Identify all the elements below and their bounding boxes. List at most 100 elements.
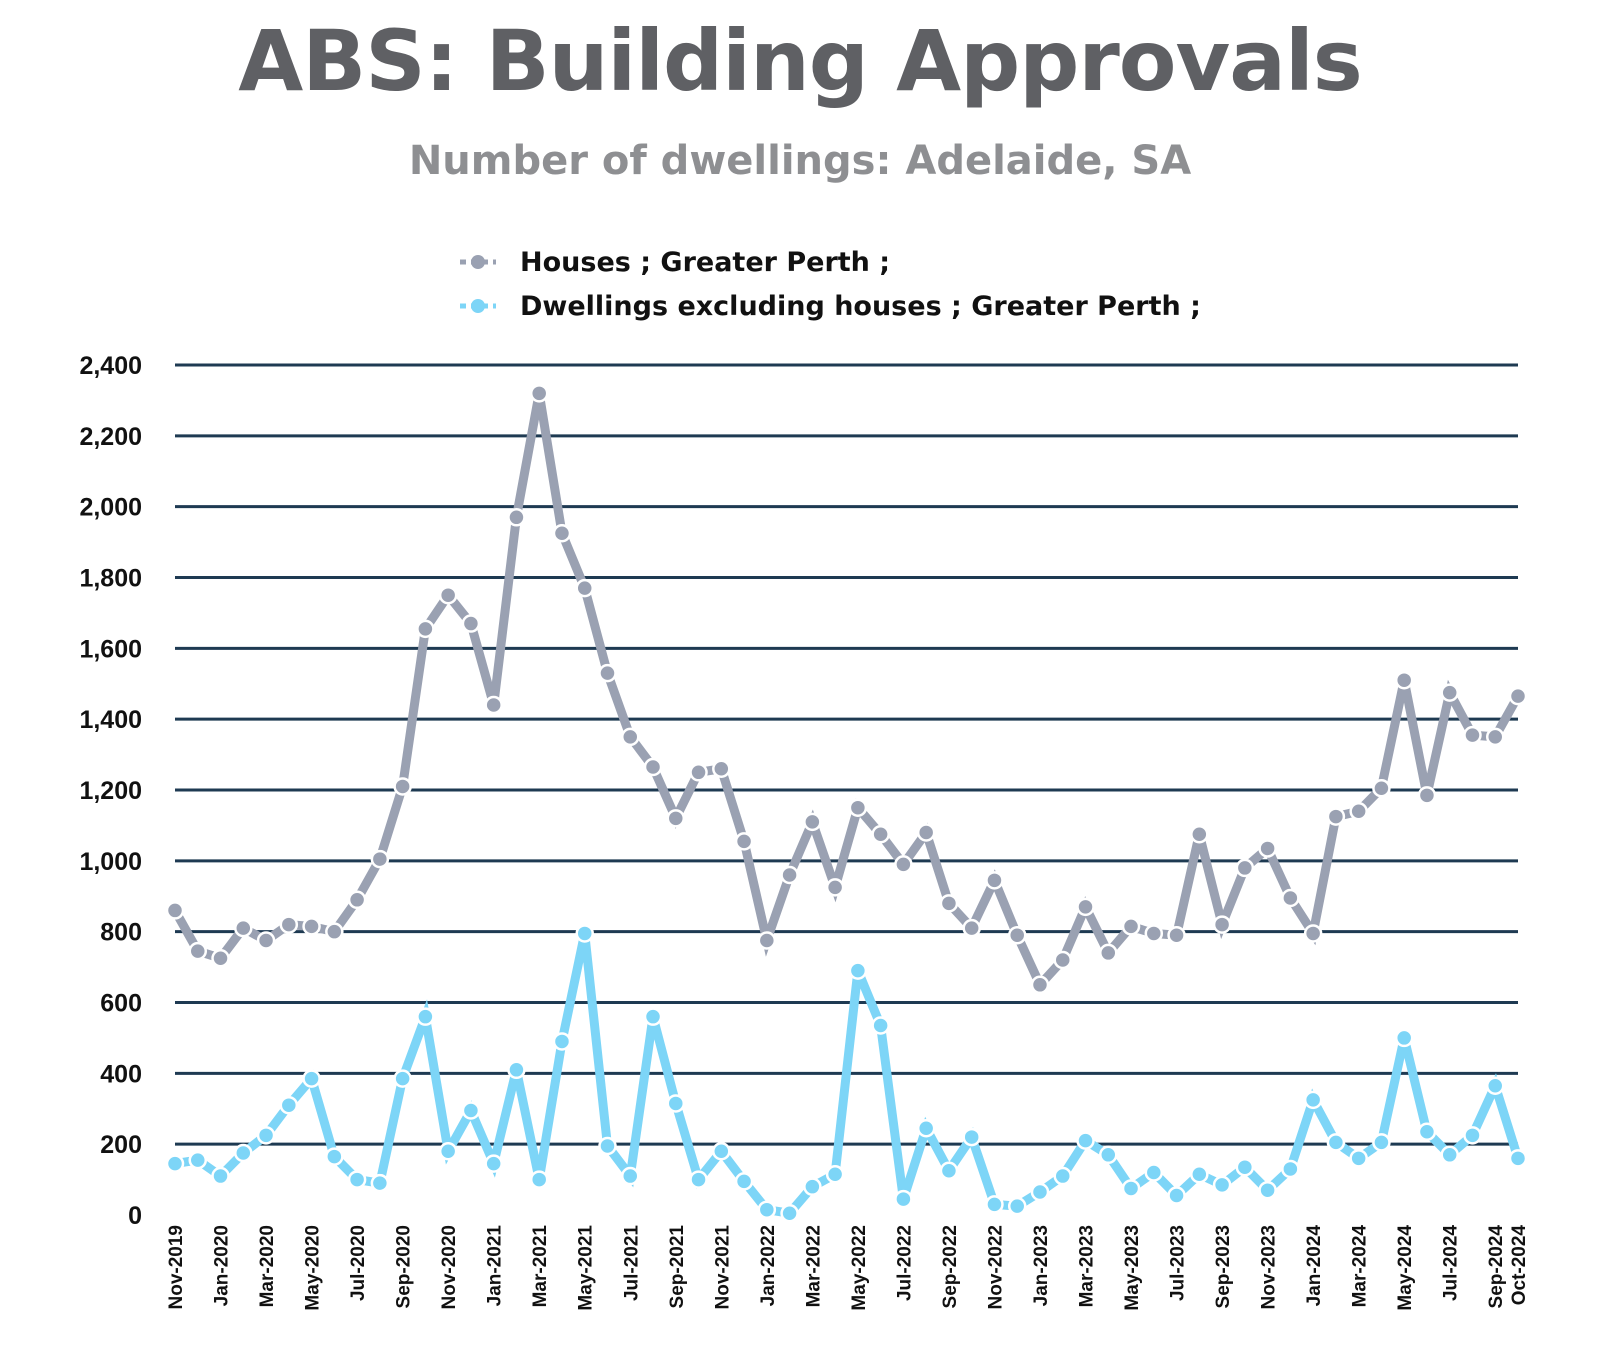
data-point-houses — [939, 894, 959, 913]
data-point-houses — [1258, 839, 1277, 858]
data-point-dwellings — [438, 1142, 458, 1161]
data-point-houses — [1508, 686, 1528, 706]
data-point-houses — [689, 763, 708, 782]
data-point-houses — [825, 878, 845, 897]
data-point-dwellings — [1212, 1175, 1232, 1195]
x-tick-label: Sep-2021 — [667, 1225, 688, 1309]
data-point-dwellings — [1053, 1166, 1072, 1186]
data-point-houses — [1235, 858, 1255, 878]
data-point-dwellings — [1258, 1180, 1277, 1200]
data-point-dwellings — [1326, 1133, 1346, 1152]
data-point-houses — [1144, 924, 1164, 943]
data-point-dwellings — [1485, 1076, 1505, 1095]
y-tick-label: 400 — [100, 1060, 142, 1088]
y-tick-label: 0 — [128, 1202, 142, 1230]
data-point-dwellings — [643, 1007, 663, 1026]
data-point-dwellings — [1303, 1090, 1323, 1110]
data-point-dwellings — [529, 1170, 549, 1189]
data-point-dwellings — [985, 1195, 1004, 1214]
data-point-dwellings — [1099, 1145, 1118, 1165]
x-tick-label: Jul-2020 — [348, 1225, 369, 1301]
data-point-houses — [1440, 683, 1459, 702]
data-point-houses — [666, 809, 686, 828]
y-tick-label: 1,800 — [79, 565, 142, 593]
data-point-houses — [1190, 825, 1209, 844]
data-point-houses — [165, 901, 185, 920]
data-point-dwellings — [848, 961, 868, 980]
y-tick-label: 200 — [100, 1131, 142, 1159]
data-point-dwellings — [1281, 1159, 1300, 1179]
data-point-houses — [1007, 925, 1027, 945]
series-line-dwellings — [174, 932, 1523, 1219]
data-point-houses — [507, 508, 526, 527]
data-point-houses — [1394, 670, 1414, 690]
data-point-houses — [347, 890, 367, 910]
data-point-houses — [780, 865, 799, 885]
x-tick-label: May-2020 — [303, 1225, 324, 1311]
data-point-houses — [575, 578, 594, 598]
data-point-houses — [621, 727, 640, 747]
data-point-dwellings — [916, 1118, 936, 1138]
data-point-houses — [1463, 725, 1482, 745]
data-point-dwellings — [734, 1172, 754, 1191]
data-point-houses — [1212, 915, 1232, 934]
data-point-houses — [279, 915, 299, 934]
data-point-dwellings — [803, 1177, 822, 1196]
data-point-dwellings — [712, 1142, 731, 1161]
data-point-houses — [1485, 727, 1505, 747]
data-point-houses — [643, 757, 663, 777]
data-point-houses — [302, 917, 321, 936]
data-point-houses — [1099, 943, 1118, 963]
x-tick-label: Mar-2023 — [1077, 1225, 1098, 1307]
data-point-houses — [1326, 807, 1346, 826]
data-point-dwellings — [484, 1154, 503, 1173]
data-point-dwellings — [621, 1166, 640, 1186]
series-line-houses — [171, 392, 1522, 993]
data-point-dwellings — [302, 1069, 321, 1088]
x-tick-label: Sep-2024 — [1486, 1225, 1507, 1309]
data-point-dwellings — [780, 1203, 799, 1223]
x-tick-label: Jan-2021 — [485, 1225, 506, 1307]
x-tick-label: May-2023 — [1122, 1225, 1143, 1311]
data-point-houses — [211, 948, 230, 968]
data-point-houses — [234, 918, 253, 938]
x-tick-label: May-2024 — [1395, 1225, 1416, 1311]
data-point-houses — [1303, 924, 1323, 943]
data-point-dwellings — [370, 1173, 390, 1193]
data-point-dwellings — [1372, 1133, 1391, 1152]
data-point-houses — [1372, 778, 1391, 798]
data-point-dwellings — [1167, 1186, 1186, 1205]
data-point-dwellings — [1190, 1165, 1209, 1184]
data-point-dwellings — [1076, 1131, 1095, 1150]
data-point-houses — [962, 918, 981, 938]
y-tick-label: 1,000 — [79, 848, 142, 876]
y-tick-label: 2,000 — [79, 494, 142, 522]
data-point-dwellings — [1030, 1182, 1050, 1202]
data-point-houses — [734, 832, 754, 851]
x-tick-label: Mar-2020 — [257, 1225, 278, 1307]
data-point-houses — [529, 384, 549, 403]
y-tick-label: 800 — [100, 919, 142, 947]
data-point-dwellings — [165, 1154, 185, 1173]
data-point-dwellings — [188, 1150, 208, 1170]
data-point-dwellings — [1235, 1157, 1255, 1177]
data-point-dwellings — [939, 1161, 959, 1180]
x-tick-label: Nov-2023 — [1259, 1225, 1280, 1310]
data-point-houses — [1349, 802, 1368, 821]
data-point-houses — [848, 798, 868, 817]
data-point-dwellings — [962, 1127, 981, 1147]
x-tick-label: Jan-2020 — [212, 1225, 233, 1306]
data-point-dwellings — [461, 1101, 481, 1120]
legend-marker-dwellings-icon — [460, 299, 496, 313]
data-point-dwellings — [1349, 1149, 1368, 1168]
x-tick-label: May-2021 — [576, 1225, 597, 1311]
y-tick-label: 1,200 — [79, 777, 142, 805]
y-tick-label: 2,200 — [79, 423, 142, 451]
data-point-dwellings — [393, 1069, 412, 1088]
data-point-houses — [325, 922, 344, 941]
data-point-dwellings — [234, 1143, 253, 1163]
data-point-houses — [712, 759, 731, 778]
x-tick-label: Oct-2024 — [1509, 1225, 1530, 1306]
y-tick-label: 2,400 — [79, 352, 142, 380]
